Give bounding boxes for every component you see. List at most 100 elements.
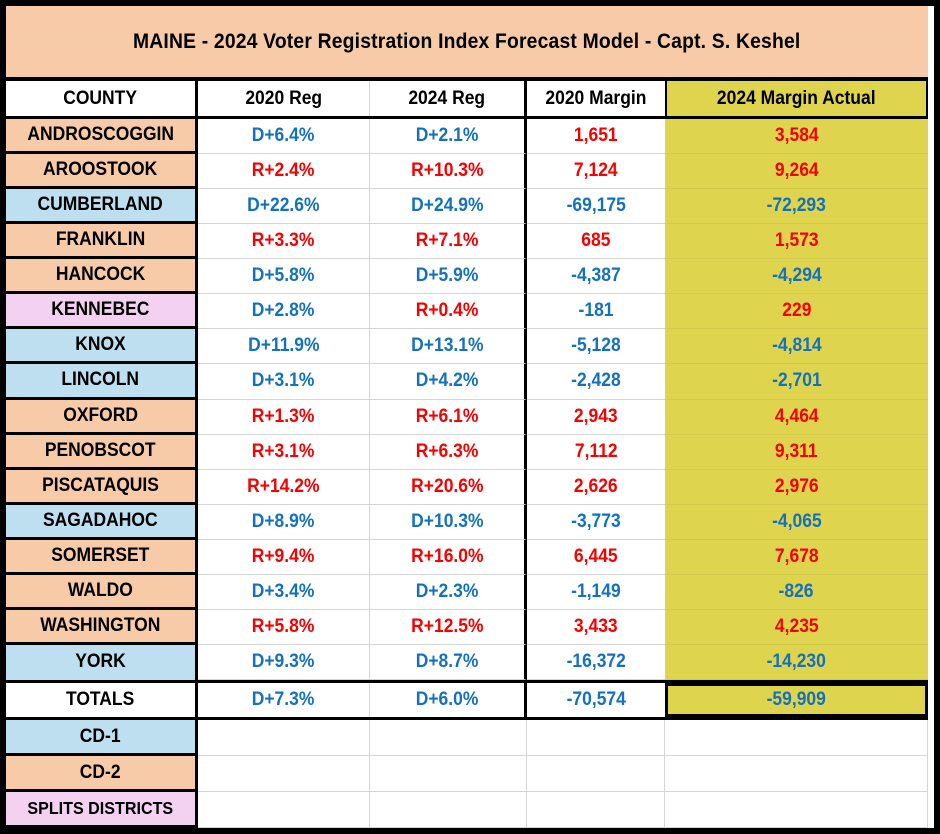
county-cell[interactable]: PISCATAQUIS xyxy=(6,469,198,505)
margin-2020-cell[interactable]: 7,112 xyxy=(527,434,665,470)
margin-2024-actual-cell[interactable]: -4,814 xyxy=(665,329,928,365)
margin-2020-cell[interactable]: -5,128 xyxy=(527,329,665,365)
reg-2024-cell[interactable]: R+6.1% xyxy=(370,399,527,435)
empty-margin-2024-actual-cell[interactable] xyxy=(665,720,928,756)
margin-2020-cell[interactable]: 2,626 xyxy=(527,469,665,505)
header-2020-reg[interactable]: 2020 Reg xyxy=(198,81,370,116)
county-cell[interactable]: OXFORD xyxy=(6,399,198,435)
reg-2024-cell[interactable]: R+10.3% xyxy=(370,154,527,190)
margin-2020-cell[interactable]: -3,773 xyxy=(527,504,665,540)
empty-margin-2020-cell[interactable] xyxy=(527,720,665,756)
margin-2024-actual-cell[interactable]: 4,464 xyxy=(665,399,928,435)
reg-2020-cell[interactable]: D+3.1% xyxy=(198,364,370,400)
margin-2024-actual-cell[interactable]: 1,573 xyxy=(665,224,928,260)
empty-reg-2024-cell[interactable] xyxy=(370,756,527,792)
margin-2020-cell[interactable]: 3,433 xyxy=(527,609,665,645)
reg-2024-cell[interactable]: D+10.3% xyxy=(370,504,527,540)
empty-reg-2020-cell[interactable] xyxy=(198,756,370,792)
reg-2024-cell[interactable]: R+20.6% xyxy=(370,469,527,505)
reg-2024-cell[interactable]: D+4.2% xyxy=(370,364,527,400)
empty-reg-2024-cell[interactable] xyxy=(370,792,527,828)
margin-2024-actual-cell[interactable]: -826 xyxy=(665,574,928,610)
county-cell[interactable]: LINCOLN xyxy=(6,364,198,400)
county-cell[interactable]: SOMERSET xyxy=(6,539,198,575)
margin-2024-actual-cell[interactable]: -4,294 xyxy=(665,259,928,295)
empty-reg-2024-cell[interactable] xyxy=(370,720,527,756)
margin-2020-cell[interactable]: -69,175 xyxy=(527,189,665,225)
margin-2024-actual-cell[interactable]: 7,678 xyxy=(665,539,928,575)
totals-margin-2020-cell[interactable]: -70,574 xyxy=(527,683,665,717)
reg-2024-cell[interactable]: R+7.1% xyxy=(370,224,527,260)
empty-margin-2020-cell[interactable] xyxy=(527,756,665,792)
table-title-cell[interactable]: MAINE - 2024 Voter Registration Index Fo… xyxy=(6,6,928,81)
reg-2020-cell[interactable]: D+2.8% xyxy=(198,294,370,330)
header-2024-reg[interactable]: 2024 Reg xyxy=(370,81,527,116)
margin-2020-cell[interactable]: 2,943 xyxy=(527,399,665,435)
margin-2020-cell[interactable]: -2,428 xyxy=(527,364,665,400)
reg-2020-cell[interactable]: D+3.4% xyxy=(198,574,370,610)
empty-reg-2020-cell[interactable] xyxy=(198,720,370,756)
header-2020-margin[interactable]: 2020 Margin xyxy=(545,87,647,109)
margin-2024-actual-cell[interactable]: 9,311 xyxy=(665,434,928,470)
county-cell[interactable]: ANDROSCOGGIN xyxy=(6,119,198,155)
empty-reg-2020-cell[interactable] xyxy=(198,792,370,828)
reg-2020-cell[interactable]: R+2.4% xyxy=(198,154,370,190)
reg-2020-cell[interactable]: R+3.1% xyxy=(198,434,370,470)
county-cell[interactable]: KENNEBEC xyxy=(6,294,198,330)
reg-2020-cell[interactable]: D+9.3% xyxy=(198,644,370,680)
margin-2020-cell[interactable]: 6,445 xyxy=(527,539,665,575)
margin-2024-actual-cell[interactable]: -2,701 xyxy=(665,364,928,400)
margin-2024-actual-cell[interactable]: 9,264 xyxy=(665,154,928,190)
empty-margin-2024-actual-cell[interactable] xyxy=(665,792,928,828)
totals-margin-2024-actual-cell[interactable]: -59,909 xyxy=(665,683,928,717)
county-cell[interactable]: FRANKLIN xyxy=(6,224,198,260)
county-cell[interactable]: HANCOCK xyxy=(6,259,198,295)
reg-2020-cell[interactable]: D+8.9% xyxy=(198,504,370,540)
margin-2024-actual-cell[interactable]: -4,065 xyxy=(665,504,928,540)
reg-2024-cell[interactable]: D+5.9% xyxy=(370,259,527,295)
district-label-cell[interactable]: CD-2 xyxy=(6,756,198,792)
margin-2024-actual-cell[interactable]: -72,293 xyxy=(665,189,928,225)
margin-2020-cell[interactable]: -1,149 xyxy=(527,574,665,610)
margin-2020-cell[interactable]: -181 xyxy=(527,294,665,330)
margin-2020-cell[interactable]: 685 xyxy=(527,224,665,260)
county-cell[interactable]: PENOBSCOT xyxy=(6,434,198,470)
header-2024-margin-actual[interactable]: 2024 Margin Actual xyxy=(665,81,928,116)
header-county[interactable]: COUNTY xyxy=(6,81,198,116)
reg-2020-cell[interactable]: D+5.8% xyxy=(198,259,370,295)
reg-2020-cell[interactable]: R+14.2% xyxy=(198,469,370,505)
reg-2020-cell[interactable]: R+9.4% xyxy=(198,539,370,575)
margin-2020-cell[interactable]: 7,124 xyxy=(527,154,665,190)
empty-margin-2020-cell[interactable] xyxy=(527,792,665,828)
reg-2024-cell[interactable]: D+8.7% xyxy=(370,644,527,680)
margin-2024-actual-cell[interactable]: 2,976 xyxy=(665,469,928,505)
county-cell[interactable]: CUMBERLAND xyxy=(6,189,198,225)
totals-label-cell[interactable]: TOTALS xyxy=(6,683,198,717)
reg-2024-cell[interactable]: D+24.9% xyxy=(370,189,527,225)
reg-2020-cell[interactable]: D+6.4% xyxy=(198,119,370,155)
reg-2020-cell[interactable]: D+11.9% xyxy=(198,329,370,365)
reg-2024-cell[interactable]: R+16.0% xyxy=(370,539,527,575)
district-label-cell[interactable]: SPLITS DISTRICTS xyxy=(6,792,198,828)
county-cell[interactable]: WASHINGTON xyxy=(6,609,198,645)
margin-2020-cell[interactable]: 1,651 xyxy=(527,119,665,155)
reg-2024-cell[interactable]: D+2.1% xyxy=(370,119,527,155)
margin-2020-cell[interactable]: -4,387 xyxy=(527,259,665,295)
reg-2024-cell[interactable]: R+6.3% xyxy=(370,434,527,470)
reg-2024-cell[interactable]: D+13.1% xyxy=(370,329,527,365)
reg-2024-cell[interactable]: R+0.4% xyxy=(370,294,527,330)
county-cell[interactable]: KNOX xyxy=(6,329,198,365)
reg-2020-cell[interactable]: R+3.3% xyxy=(198,224,370,260)
reg-2020-cell[interactable]: R+1.3% xyxy=(198,399,370,435)
county-cell[interactable]: AROOSTOOK xyxy=(6,154,198,190)
margin-2024-actual-cell[interactable]: 229 xyxy=(665,294,928,330)
reg-2024-cell[interactable]: D+2.3% xyxy=(370,574,527,610)
county-cell[interactable]: SAGADAHOC xyxy=(6,504,198,540)
margin-2024-actual-cell[interactable]: 4,235 xyxy=(665,609,928,645)
totals-reg-2024-cell[interactable]: D+6.0% xyxy=(370,683,527,717)
margin-2024-actual-cell[interactable]: 3,584 xyxy=(665,119,928,155)
county-cell[interactable]: WALDO xyxy=(6,574,198,610)
margin-2020-cell[interactable]: -16,372 xyxy=(527,644,665,680)
empty-margin-2024-actual-cell[interactable] xyxy=(665,756,928,792)
county-cell[interactable]: YORK xyxy=(6,644,198,680)
